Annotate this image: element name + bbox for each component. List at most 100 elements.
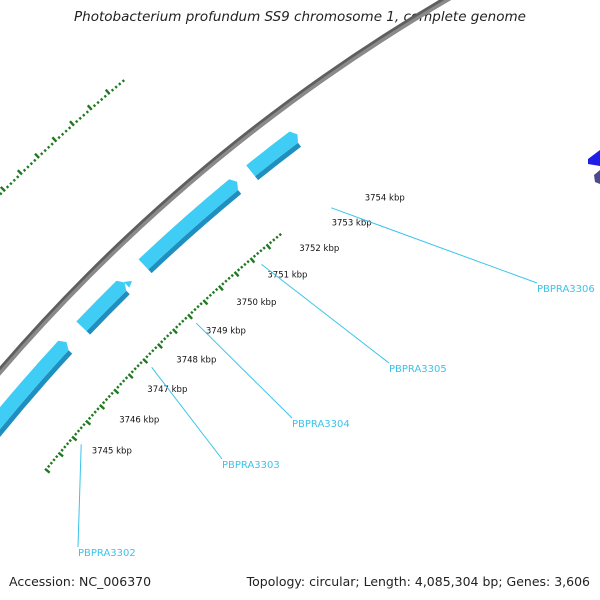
outer-tick [103, 94, 107, 98]
tick-label: 3754 kbp [365, 193, 405, 203]
inner-tick [205, 296, 209, 300]
inner-tick [85, 419, 92, 426]
gene-arrow-dark [588, 150, 600, 166]
inner-tick [240, 265, 244, 269]
inner-tick [79, 426, 83, 430]
inner-tick [252, 254, 257, 258]
outer-tick [50, 142, 54, 146]
outer-tick [12, 178, 16, 182]
outer-tick [82, 113, 86, 117]
outer-tick [121, 79, 126, 83]
inner-tick [275, 235, 279, 239]
inner-tick [65, 442, 70, 446]
inner-tick [199, 302, 203, 306]
outer-tick [57, 135, 61, 140]
tick-label: 3747 kbp [147, 385, 187, 395]
outer-tick [104, 88, 111, 95]
inner-tick [139, 361, 143, 365]
gene-arrow [246, 131, 299, 177]
gene-shadow [0, 350, 73, 438]
inner-tick [169, 331, 173, 335]
inner-tick [127, 373, 134, 380]
backbone-line [0, 0, 452, 376]
inner-tick [87, 416, 92, 420]
inner-tick [166, 334, 170, 338]
gene-label: PBPRA3305 [389, 364, 447, 375]
gene-shadow [148, 190, 242, 274]
inner-tick [175, 325, 179, 329]
outer-tick [5, 185, 10, 189]
inner-tick [217, 285, 224, 292]
outer-tick [85, 110, 89, 114]
inner-tick [193, 307, 197, 312]
gene-arrow-slate [594, 170, 600, 184]
inner-tick [157, 343, 163, 349]
inner-tick [268, 240, 273, 245]
tick-label: 3750 kbp [236, 298, 276, 308]
inner-tick [90, 413, 95, 417]
outer-tick [46, 145, 51, 149]
inner-tick [82, 423, 86, 427]
outer-tick [114, 85, 118, 89]
outer-tick [110, 88, 115, 92]
tick-label: 3752 kbp [299, 244, 339, 254]
outer-tick [43, 148, 47, 153]
outer-tick [9, 181, 13, 186]
inner-tick [230, 273, 234, 278]
outer-tick [67, 126, 72, 130]
gene-label-group: PBPRA3302 PBPRA3303 PBPRA3304 PBPRA3305 PBPR… [77, 207, 595, 559]
outer-tick [34, 152, 40, 159]
gene-leader-line [151, 366, 223, 460]
gene-leader-line [261, 264, 390, 364]
inner-tick [221, 282, 225, 286]
inner-tick [133, 367, 137, 371]
inner-tick [124, 376, 129, 380]
inner-tick [74, 432, 78, 436]
inner-tick [44, 467, 51, 474]
inner-tick [116, 385, 120, 389]
gene-label: PBPRA3302 [78, 548, 136, 559]
outer-tick [0, 192, 3, 196]
inner-tick [57, 451, 64, 458]
outer-tick [33, 158, 37, 163]
outer-tick [86, 104, 93, 111]
tick-label: 3748 kbp [176, 355, 216, 365]
outer-tick [64, 129, 68, 133]
inner-tick [278, 232, 282, 237]
inner-tick [262, 246, 266, 250]
inner-tick [265, 243, 272, 250]
inner-tick [96, 407, 100, 411]
inner-tick [52, 458, 56, 462]
inner-tick [256, 251, 260, 256]
inner-tick [181, 319, 185, 323]
inner-tick [249, 257, 256, 264]
inner-tick [184, 316, 188, 320]
accession-text: Accession: NC_006370 [9, 574, 152, 589]
inner-tick [259, 249, 263, 253]
inner-tick [154, 346, 158, 350]
inner-tick [47, 464, 51, 469]
inner-tick [178, 322, 182, 326]
inner-tick [145, 355, 149, 359]
inner-tick [224, 279, 228, 283]
inner-tick [93, 410, 97, 414]
inner-tick [227, 276, 231, 280]
inner-tick [142, 358, 149, 364]
inner-tick [233, 271, 240, 278]
inner-tick [160, 340, 164, 344]
outer-tick [118, 82, 122, 86]
inner-tick [119, 382, 123, 386]
tick-label-group: 3745 kbp 3746 kbp 3747 kbp 3748 kbp 3749 kbp… [92, 193, 405, 456]
gene-label: PBPRA3303 [222, 460, 280, 471]
outer-tick [60, 132, 65, 136]
inner-tick-ring [44, 232, 282, 474]
inner-tick [163, 337, 167, 341]
outer-tick [51, 136, 58, 143]
inner-tick [60, 448, 64, 452]
inner-tick [211, 290, 216, 295]
inner-tick [130, 370, 134, 374]
inner-tick [151, 349, 155, 353]
inner-tick [272, 238, 276, 242]
inner-tick [110, 391, 114, 396]
